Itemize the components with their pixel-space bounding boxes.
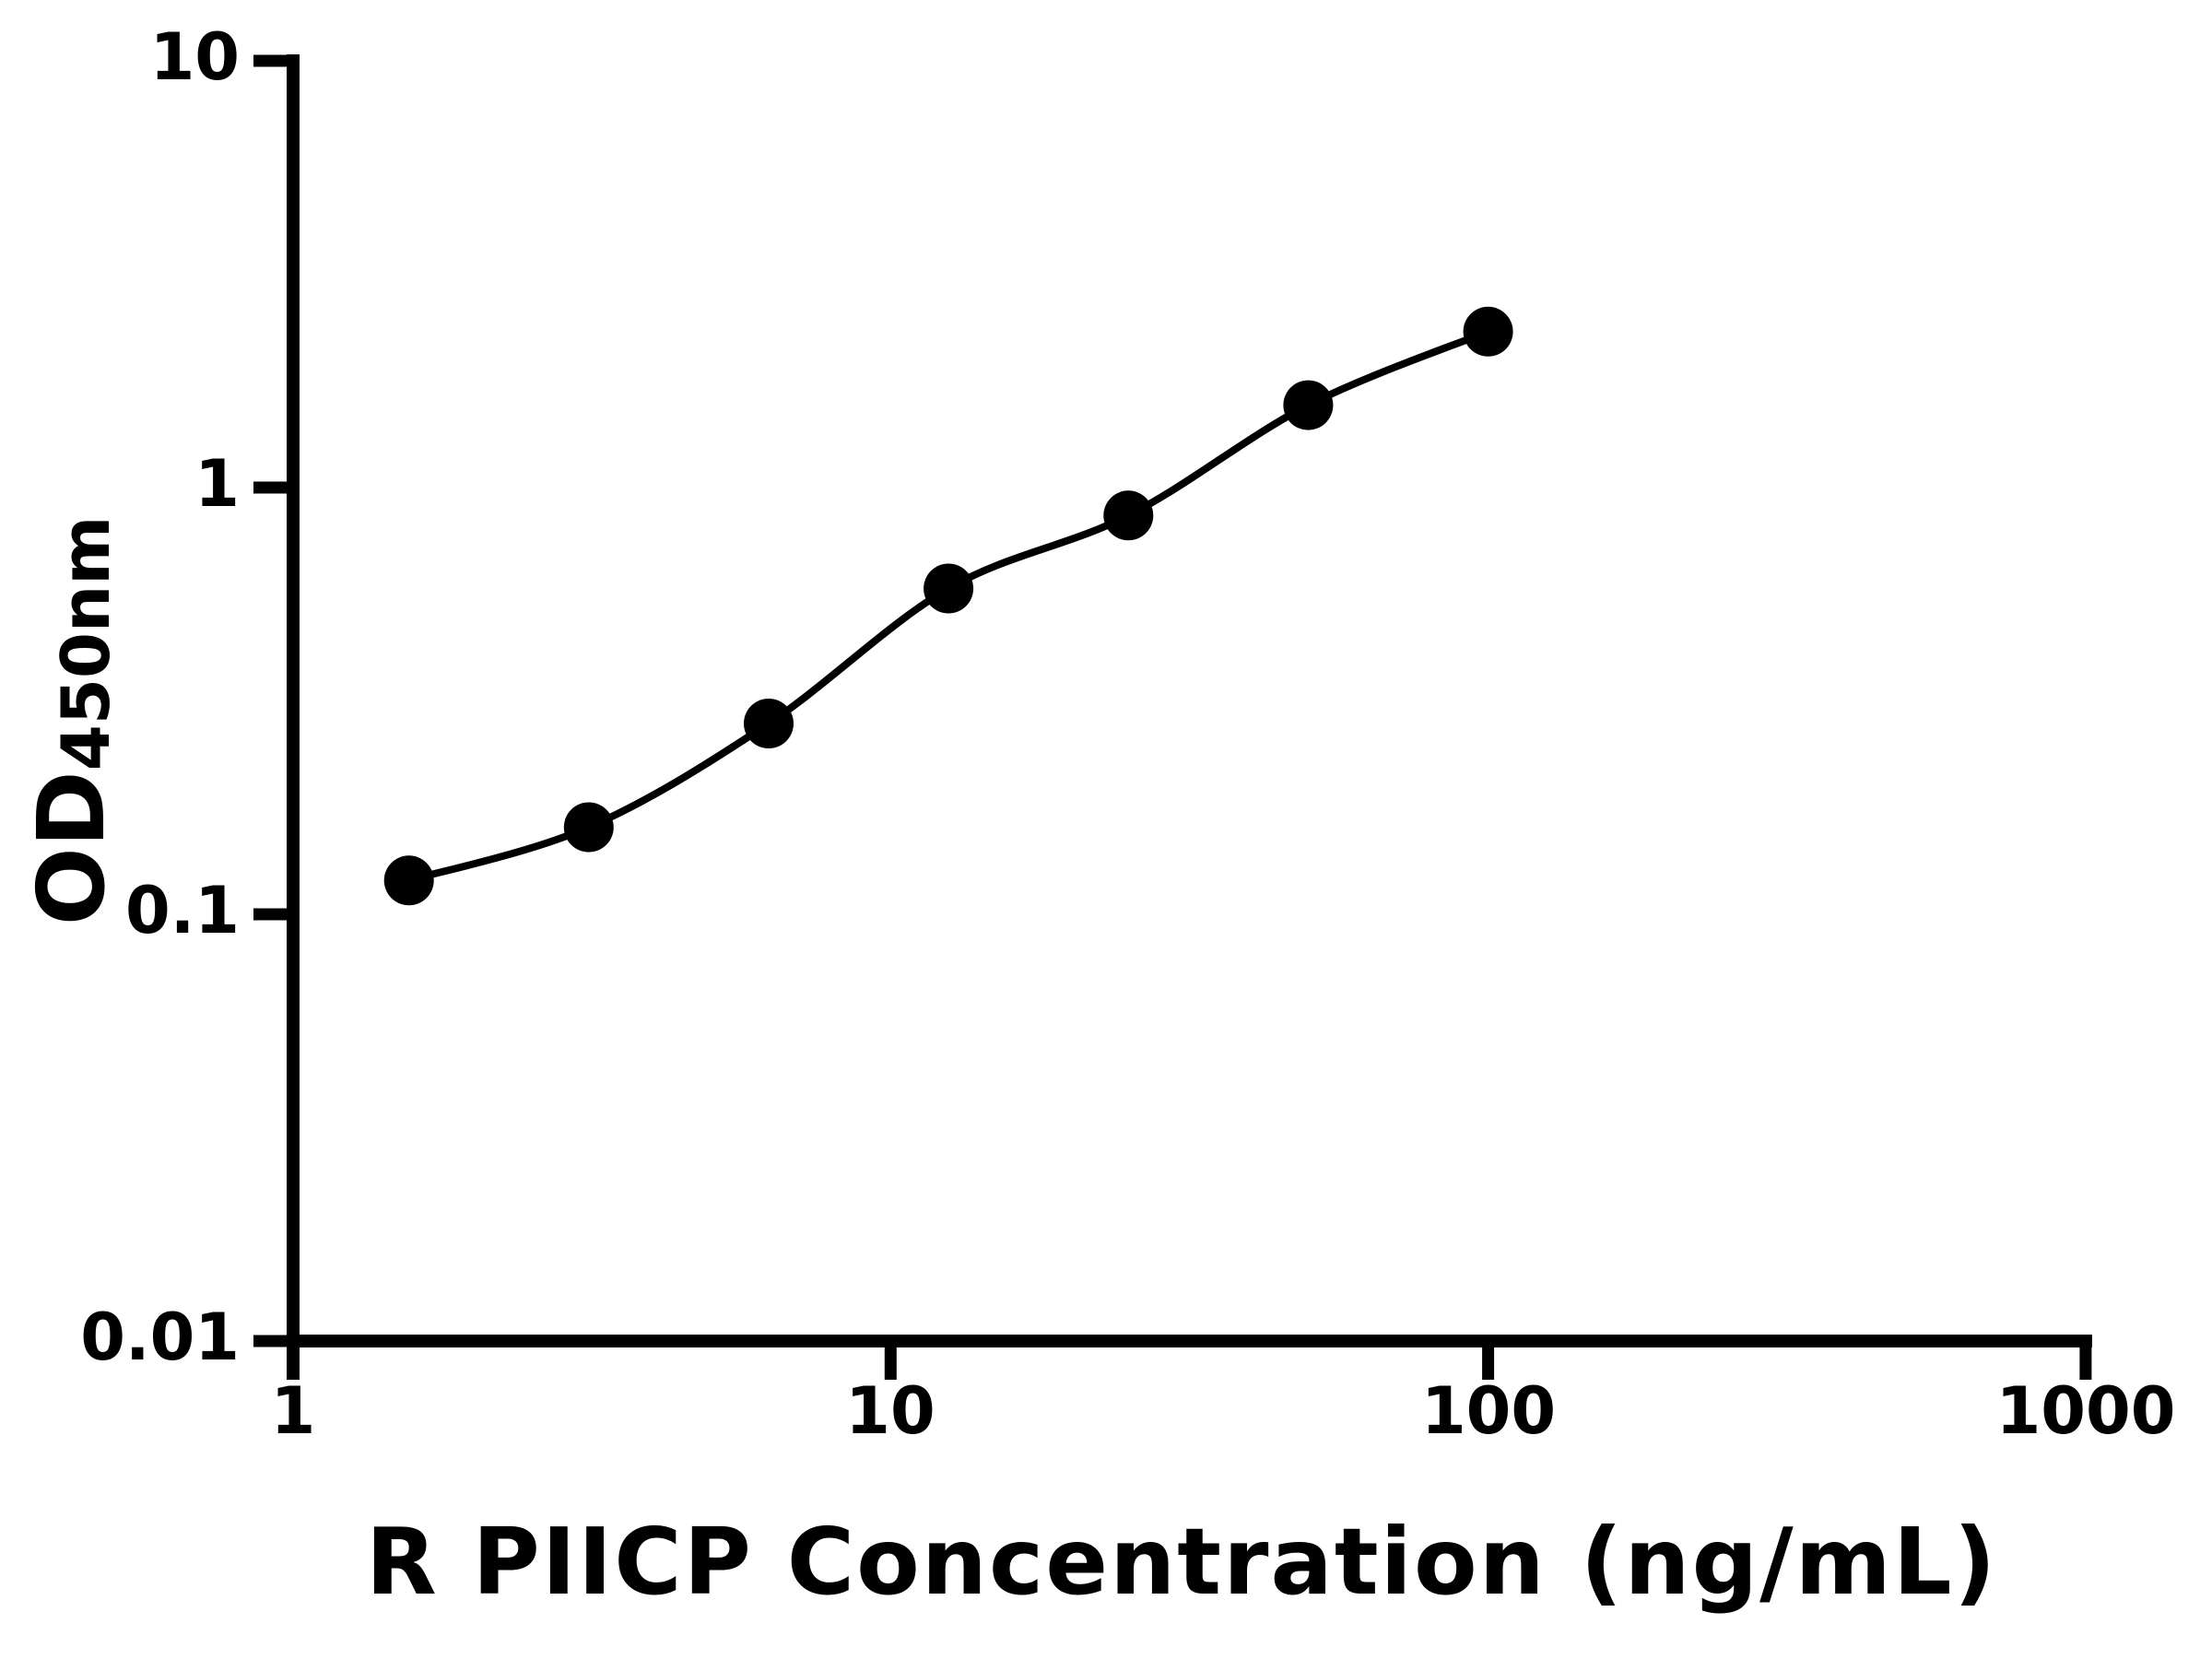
y-tick-label-0.1: 0.1 (124, 873, 240, 948)
y-axis-title-subscript: 450nm (47, 515, 124, 771)
y-tick-label-0.01: 0.01 (80, 1300, 240, 1375)
data-point-marker (744, 699, 794, 748)
data-point-marker (1283, 380, 1334, 430)
data-point-marker (1103, 490, 1154, 541)
y-axis-title-main: OD (18, 771, 125, 926)
y-tick-label-1: 1 (194, 446, 240, 522)
x-tick-label-1000: 1000 (1995, 1373, 2176, 1449)
y-tick-label-10: 10 (149, 19, 240, 95)
y-axis-title: OD450nm (18, 516, 125, 926)
data-point-marker (563, 802, 614, 853)
x-tick-label-1: 1 (270, 1373, 316, 1449)
x-tick-label-10: 10 (845, 1373, 935, 1449)
data-point-marker (1463, 306, 1513, 357)
x-tick-label-100: 100 (1420, 1373, 1557, 1449)
data-point-marker (924, 563, 974, 614)
data-point-marker (383, 855, 434, 906)
x-axis-title: R PIICP Concentration (ng/mL) (365, 1508, 1998, 1616)
